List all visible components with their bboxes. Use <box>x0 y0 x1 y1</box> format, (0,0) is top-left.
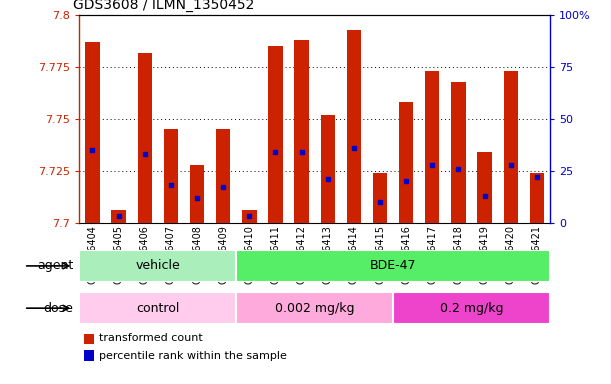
Bar <box>268 46 283 223</box>
Bar <box>242 210 257 223</box>
Bar <box>86 42 100 223</box>
Bar <box>321 115 335 223</box>
Bar <box>236 292 393 324</box>
Text: agent: agent <box>37 260 73 272</box>
Bar <box>79 250 236 282</box>
Bar <box>425 71 439 223</box>
Bar <box>137 53 152 223</box>
Text: dose: dose <box>43 302 73 314</box>
Bar <box>346 30 361 223</box>
Bar <box>190 165 204 223</box>
Bar <box>111 210 126 223</box>
Text: GDS3608 / ILMN_1350452: GDS3608 / ILMN_1350452 <box>73 0 255 12</box>
Text: 0.002 mg/kg: 0.002 mg/kg <box>275 302 354 314</box>
Bar <box>79 292 236 324</box>
Bar <box>84 333 95 344</box>
Bar <box>452 82 466 223</box>
Bar <box>477 152 492 223</box>
Text: BDE-47: BDE-47 <box>370 260 416 272</box>
Text: percentile rank within the sample: percentile rank within the sample <box>99 351 287 361</box>
Bar <box>393 292 550 324</box>
Text: transformed count: transformed count <box>99 333 203 343</box>
Text: 0.2 mg/kg: 0.2 mg/kg <box>440 302 503 314</box>
Bar <box>530 173 544 223</box>
Text: control: control <box>136 302 180 314</box>
Bar <box>164 129 178 223</box>
Bar <box>503 71 518 223</box>
Bar <box>84 350 95 361</box>
Bar <box>216 129 230 223</box>
Bar <box>373 173 387 223</box>
Text: vehicle: vehicle <box>136 260 180 272</box>
Bar <box>236 250 550 282</box>
Bar <box>399 103 413 223</box>
Bar <box>295 40 309 223</box>
